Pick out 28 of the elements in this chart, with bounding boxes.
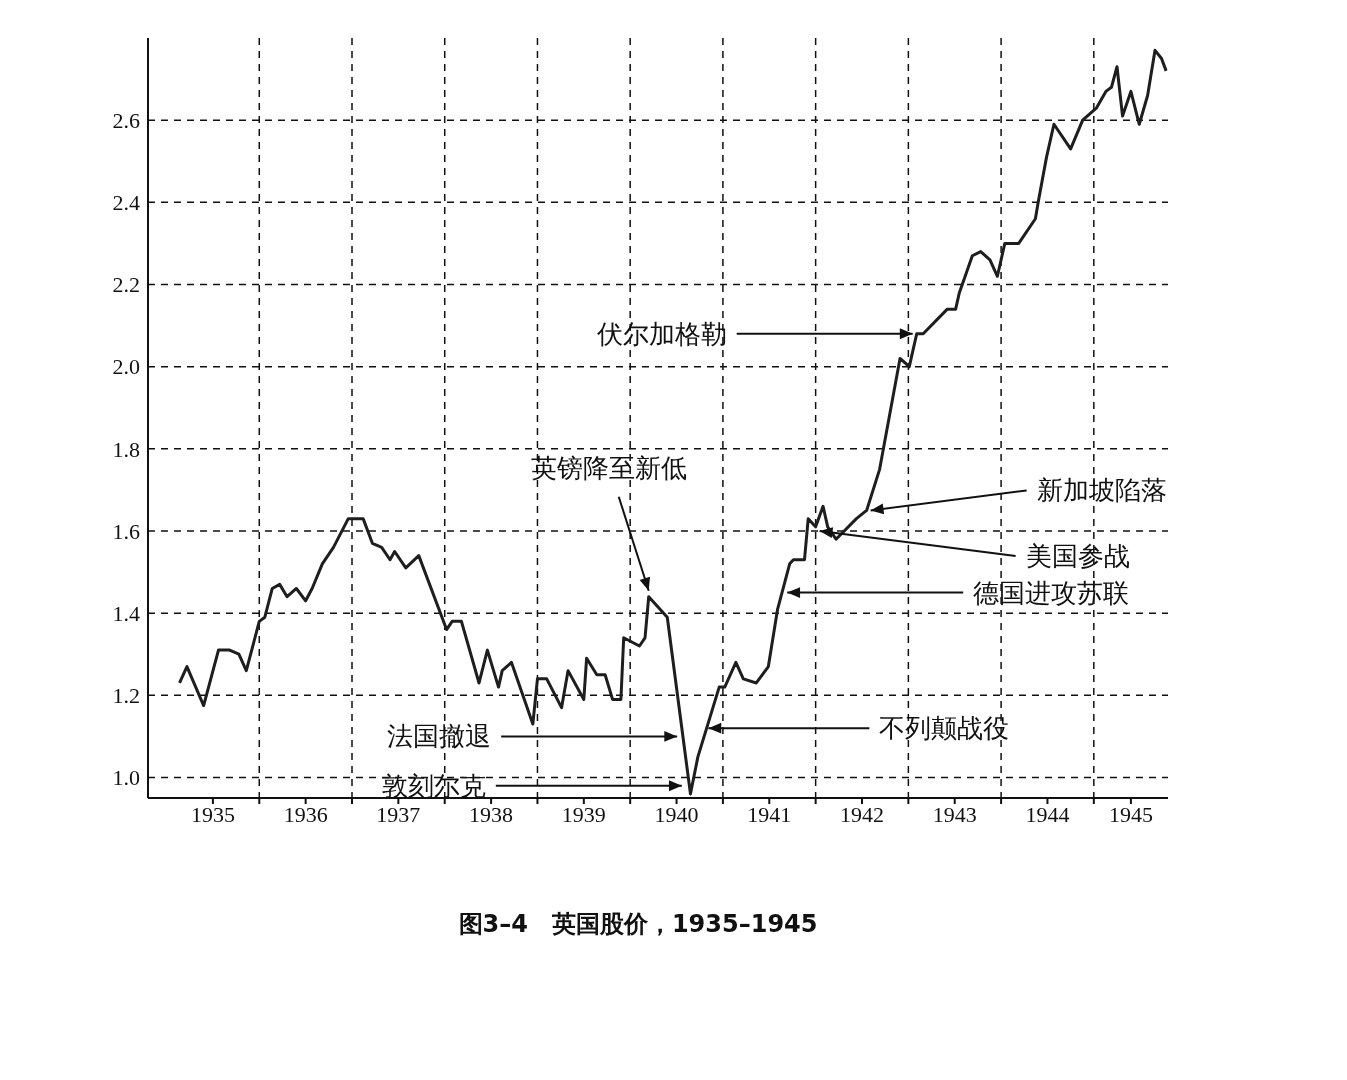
annotation: 新加坡陷落 [1036, 475, 1167, 506]
y-tick-label: 1.0 [112, 765, 140, 791]
text: 图3–4 英国股价，1935–1945 [457, 909, 819, 940]
x-tick-label: 1937 [376, 801, 421, 827]
y-tick-label: 1.2 [112, 683, 140, 709]
x-tick-label: 1936 [283, 801, 328, 827]
annotation: 不列颠战役 [879, 713, 1010, 744]
x-tick-label: 1945 [1108, 801, 1153, 827]
x-tick-label: 1942 [840, 801, 884, 827]
y-tick-label: 2.6 [112, 107, 140, 133]
line-series [178, 48, 1168, 796]
x-tick-label: 1944 [1025, 801, 1070, 827]
annotation: 英镑降至新低 [530, 452, 687, 483]
y-tick-label: 2.4 [112, 190, 140, 216]
x-tick-label: 1939 [561, 801, 606, 827]
y-tick-label: 2.0 [112, 354, 140, 380]
annotation: 伏尔加格勒 [596, 318, 727, 349]
y-tick-label: 1.8 [112, 436, 140, 462]
x-tick-label: 1940 [654, 801, 699, 827]
x-tick-label: 1941 [747, 801, 792, 827]
annotation: 德国进攻苏联 [973, 577, 1130, 608]
x-tick-label: 1935 [190, 801, 235, 827]
y-tick-label: 1.6 [112, 518, 140, 544]
annotation: 美国参战 [1025, 540, 1130, 571]
x-tick-label: 1938 [469, 801, 514, 827]
y-tick-label: 2.2 [112, 272, 140, 298]
y-tick-label: 1.4 [112, 600, 140, 626]
x-tick-label: 1943 [932, 801, 977, 827]
